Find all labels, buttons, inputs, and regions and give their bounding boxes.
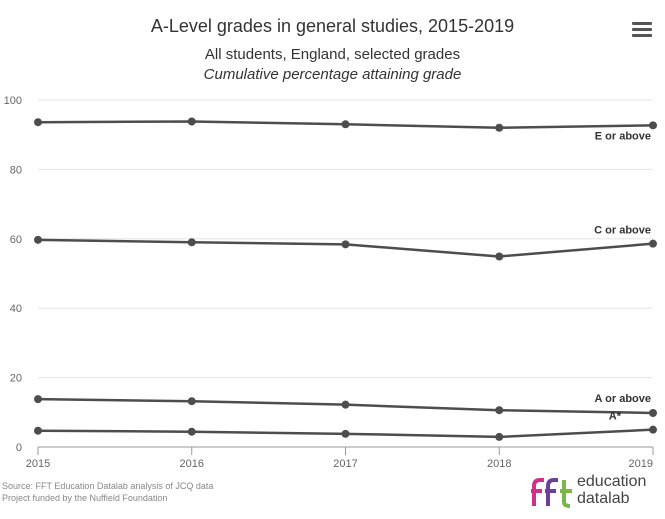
data-point[interactable] [495,432,504,441]
data-point[interactable] [495,252,504,261]
x-tick-label: 2017 [333,458,357,470]
logo-text-education: education [577,473,647,490]
grid-lines [38,99,653,379]
data-point[interactable] [649,239,657,248]
x-tick-label: 2019 [629,458,653,470]
chart-title: A-Level grades in general studies, 2015-… [150,16,515,36]
data-point[interactable] [34,118,42,127]
fft-logo-icon [531,478,572,508]
data-point[interactable] [649,408,657,417]
data-point[interactable] [187,427,196,436]
series-lines [34,117,657,441]
fft-education-datalab-logo: education datalab [530,474,665,514]
hamburger-menu-icon[interactable] [632,22,652,40]
data-point[interactable] [34,235,42,244]
data-point[interactable] [649,121,657,130]
data-point[interactable] [187,397,196,406]
data-point[interactable] [495,406,504,415]
series-label: C or above [594,225,651,237]
y-tick-label: 60 [10,234,22,246]
data-point[interactable] [341,400,350,409]
x-tick-label: 2015 [26,458,50,470]
y-tick-label: 80 [10,164,22,176]
data-point[interactable] [649,425,657,434]
data-point[interactable] [341,429,350,438]
series-label: A or above [595,393,651,405]
series-label: E or above [595,130,651,142]
x-tick-label: 2016 [180,458,204,470]
series-labels: E or above C or above A or above A* [594,130,651,422]
data-point[interactable] [341,120,350,129]
logo-text-datalab: datalab [577,490,630,507]
data-point[interactable] [34,395,42,404]
source-note: Source: FFT Education Datalab analysis o… [2,480,213,504]
data-point[interactable] [187,238,196,247]
source-line: Source: FFT Education Datalab analysis o… [2,481,214,491]
chart-subtitle-italic: Cumulative percentage attaining grade [203,66,462,83]
y-tick-label: 40 [10,303,22,315]
y-tick-label: 0 [16,442,22,454]
x-tick-label: 2018 [487,458,511,470]
y-tick-label: 100 [4,95,22,107]
x-axis: 2015 2016 2017 2018 2019 [26,446,654,470]
chart-subtitle: All students, England, selected grades [204,46,461,63]
data-point[interactable] [495,123,504,132]
y-axis-tick-labels: 0 20 40 60 80 100 [4,95,22,454]
series-label: A* [609,411,622,423]
data-point[interactable] [341,240,350,249]
funding-line: Project funded by the Nuffield Foundatio… [2,493,168,503]
data-point[interactable] [34,426,42,435]
y-tick-label: 20 [10,373,22,385]
data-point[interactable] [187,117,196,126]
